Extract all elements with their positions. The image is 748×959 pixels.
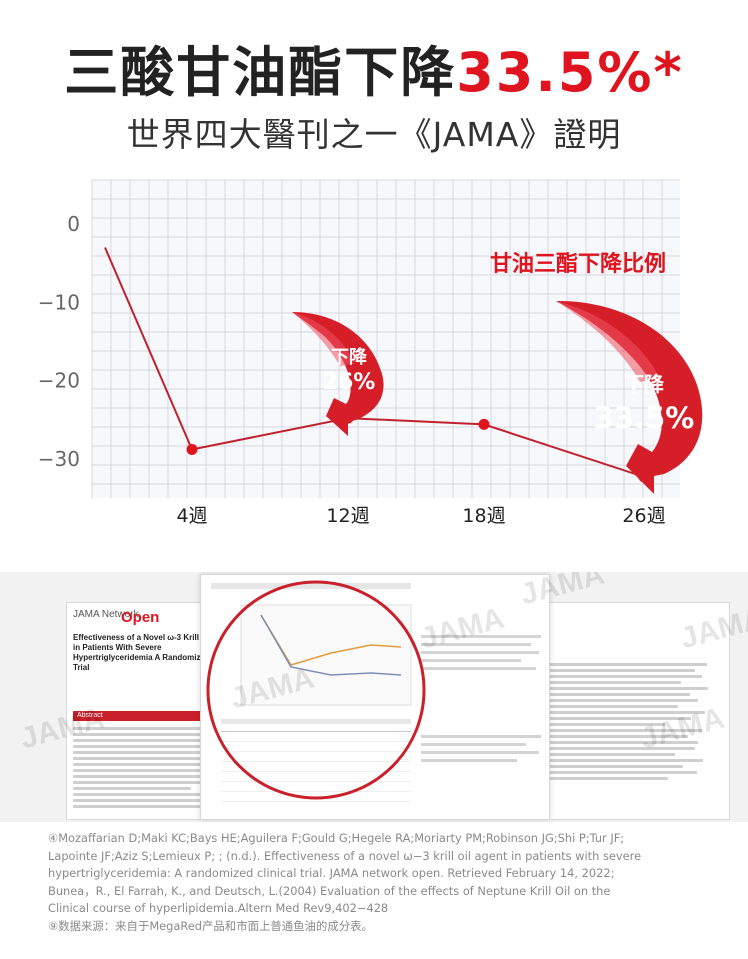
annotation-highlight — [556, 301, 660, 382]
headline-text: 三酸甘油酯下降 — [64, 41, 457, 104]
plot-background — [92, 180, 680, 498]
x-tick-label: 18週 — [462, 505, 505, 527]
x-tick-label: 26週 — [622, 505, 665, 527]
abstract-label: Abstract — [77, 712, 103, 719]
chart-area: 0 −10 −20 −30 4週 12週 18週 26週 甘油三酯下降比例 下降 26% 下降 33.5… — [0, 160, 748, 580]
annotation-swoosh — [556, 300, 703, 494]
reference-line: hypertriglyceridemia: A randomized clini… — [48, 866, 615, 880]
paper-text-lines — [547, 663, 715, 783]
data-point — [186, 443, 198, 455]
y-tick-label: 0 — [67, 212, 80, 236]
y-tick-label: −10 — [38, 290, 80, 314]
abstract-bar — [73, 711, 241, 721]
subheadline: 世界四大醫刊之一《JAMA》證明 — [126, 115, 622, 154]
data-point — [478, 418, 490, 430]
chart-title: 甘油三酯下降比例 — [490, 252, 666, 277]
reference-line: ④Mozaffarian D;Maki KC;Bays HE;Aguilera … — [48, 831, 625, 845]
annotation-label-bottom: 26% — [323, 370, 376, 395]
annotation-highlight — [292, 312, 354, 366]
annotation-label-top: 下降 — [331, 346, 368, 368]
x-tick-label: 12週 — [326, 505, 369, 527]
open-badge: Open — [121, 609, 160, 626]
paper-right — [540, 602, 730, 820]
paper-center-figure — [206, 580, 541, 802]
y-tick-label: −20 — [38, 369, 80, 393]
annotation-label-bottom: 33.5% — [594, 401, 695, 435]
paper-images: JAMA Network Open Effectiveness of a Nov… — [0, 572, 748, 822]
headline-highlight: 33.5%* — [456, 41, 684, 104]
paper-text-lines — [73, 727, 241, 811]
annotation-label-top: 下降 — [624, 372, 665, 396]
x-tick-label: 4週 — [176, 505, 207, 527]
y-tick-label: −30 — [38, 447, 80, 471]
jama-network-label: JAMA Network — [73, 609, 139, 620]
headline: 三酸甘油酯下降33.5%* — [0, 28, 748, 107]
reference-line: Lapointe JF;Aziz S;Lemieux P; ; (n.d.). … — [48, 848, 642, 863]
reference-line: Bunea，R., El Farrah, K., and Deutsch, L.… — [48, 883, 611, 898]
paper-center — [200, 574, 550, 820]
reference-line: Clinical course of hyperlipidemia.Altern… — [48, 901, 389, 915]
references: ④Mozaffarian D;Maki KC;Bays HE;Aguilera … — [48, 830, 708, 935]
paper-title: Effectiveness of a Novel ω-3 Krill Oil A… — [73, 633, 241, 672]
annotation-swoosh — [292, 312, 384, 436]
reference-line: ⑨数据来源：来自于MegaRed产品和市面上普通鱼油的成分表。 — [48, 918, 373, 933]
